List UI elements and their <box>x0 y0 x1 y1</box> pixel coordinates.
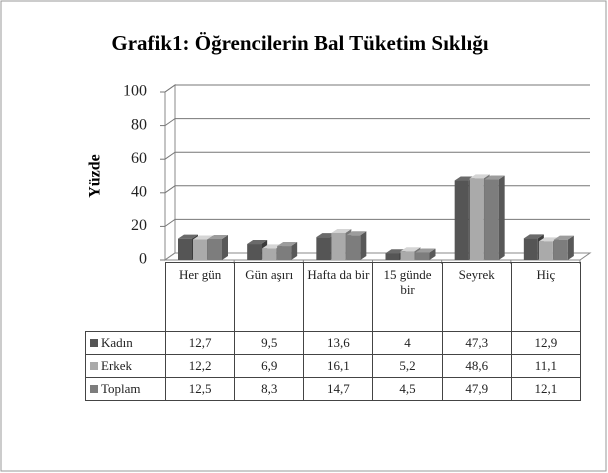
legend-swatch <box>90 385 98 393</box>
value-cell: 11,1 <box>510 354 581 378</box>
legend-label: Kadın <box>101 335 133 350</box>
bar-top <box>469 174 490 179</box>
series-row: Kadın 12,7 9,5 13,6 4 47,3 12,9 <box>85 331 581 355</box>
legend-label: Toplam <box>101 381 141 396</box>
value-cell: 8,3 <box>234 377 305 401</box>
value-cell: 12,9 <box>510 331 581 355</box>
bar-top <box>208 235 228 239</box>
bar-side <box>567 235 574 260</box>
value-cell: 12,2 <box>164 354 236 378</box>
bar-front <box>538 241 553 260</box>
bar-front <box>400 251 415 260</box>
value-cell: 12,1 <box>510 377 581 401</box>
bar-front <box>331 232 346 260</box>
bar <box>208 235 228 260</box>
bar-front <box>484 179 499 260</box>
category-label: Hafta da bir <box>303 262 374 332</box>
legend-swatch <box>90 362 98 370</box>
bar-front <box>553 239 568 260</box>
value-cell: 47,9 <box>441 377 512 401</box>
bar-front <box>523 238 538 260</box>
bar-top <box>247 240 268 245</box>
bar-front <box>262 248 277 260</box>
y-tick-label: 20 <box>131 217 147 234</box>
bar-front <box>415 252 430 260</box>
value-cell: 5,2 <box>372 354 443 378</box>
data-table: Her gün Gün aşırı Hafta da bir 15 günde bir… <box>85 262 581 401</box>
bar-side <box>360 231 367 260</box>
legend-swatch <box>90 339 98 347</box>
bar-top <box>553 235 574 240</box>
category-label: Seyrek <box>441 262 512 332</box>
bar-top <box>523 234 544 239</box>
value-cell: 48,6 <box>441 354 512 378</box>
bar-top <box>346 231 367 236</box>
bar-front <box>454 180 469 260</box>
value-cell: 13,6 <box>303 331 374 355</box>
category-label: Her gün <box>164 262 236 332</box>
bar-front <box>316 237 331 260</box>
bar-top <box>277 242 298 247</box>
value-cell: 4 <box>372 331 443 355</box>
legend-cell: Kadın <box>85 331 166 355</box>
bar-side <box>498 175 505 260</box>
series-row: Toplam 12,5 8,3 14,7 4,5 47,9 12,1 <box>85 377 581 401</box>
grid-line <box>164 151 590 160</box>
bar-top <box>193 235 213 240</box>
value-cell: 6,9 <box>234 354 305 378</box>
bar-side <box>291 242 298 260</box>
bar-front <box>346 235 361 260</box>
bar-front <box>193 239 207 260</box>
bar-front <box>469 178 484 260</box>
bar <box>277 242 298 260</box>
value-cell: 12,5 <box>164 377 236 401</box>
bar-top <box>331 228 352 233</box>
bar-top <box>415 248 436 253</box>
y-axis-label: Yüzde <box>87 154 104 198</box>
bar <box>415 248 436 260</box>
y-tick-label: 40 <box>131 183 147 200</box>
bar <box>553 235 574 260</box>
bar-top <box>484 175 505 180</box>
bar <box>346 231 367 260</box>
y-tick-label: 0 <box>139 251 147 268</box>
legend-label: Erkek <box>101 358 133 373</box>
value-cell: 16,1 <box>303 354 374 378</box>
bar-side <box>222 235 228 260</box>
series-row: Erkek 12,2 6,9 16,1 5,2 48,6 11,1 <box>85 354 581 378</box>
value-cell: 12,7 <box>164 331 236 355</box>
value-cell: 47,3 <box>441 331 512 355</box>
grid-line <box>164 118 590 127</box>
bar-front <box>178 238 192 260</box>
legend-cell: Erkek <box>85 354 166 378</box>
bar <box>484 175 505 260</box>
header-row: Her gün Gün aşırı Hafta da bir 15 günde bir… <box>86 262 581 332</box>
y-tick-label: 80 <box>131 116 147 133</box>
bar-front <box>277 246 292 260</box>
chart-title: Grafik1: Öğrencilerin Bal Tüketim Sıklığ… <box>111 31 488 55</box>
y-tick-label: 60 <box>131 150 147 167</box>
bar-top <box>178 234 198 239</box>
bar-front <box>208 239 222 260</box>
grid-line <box>164 84 590 93</box>
bar-front <box>385 253 400 260</box>
value-cell: 9,5 <box>234 331 305 355</box>
grid-line <box>164 218 590 227</box>
bar-front <box>247 244 262 260</box>
category-label: Gün aşırı <box>234 262 305 332</box>
legend-cell: Toplam <box>85 377 166 401</box>
blank-cell <box>86 263 166 332</box>
category-label: Hiç <box>510 262 581 332</box>
grid-line <box>164 185 590 194</box>
y-tick-label: 100 <box>123 83 147 100</box>
bar-side <box>429 248 436 260</box>
bar-top <box>400 247 421 252</box>
value-cell: 4,5 <box>372 377 443 401</box>
category-label: 15 günde bir <box>372 262 443 332</box>
value-cell: 14,7 <box>303 377 374 401</box>
